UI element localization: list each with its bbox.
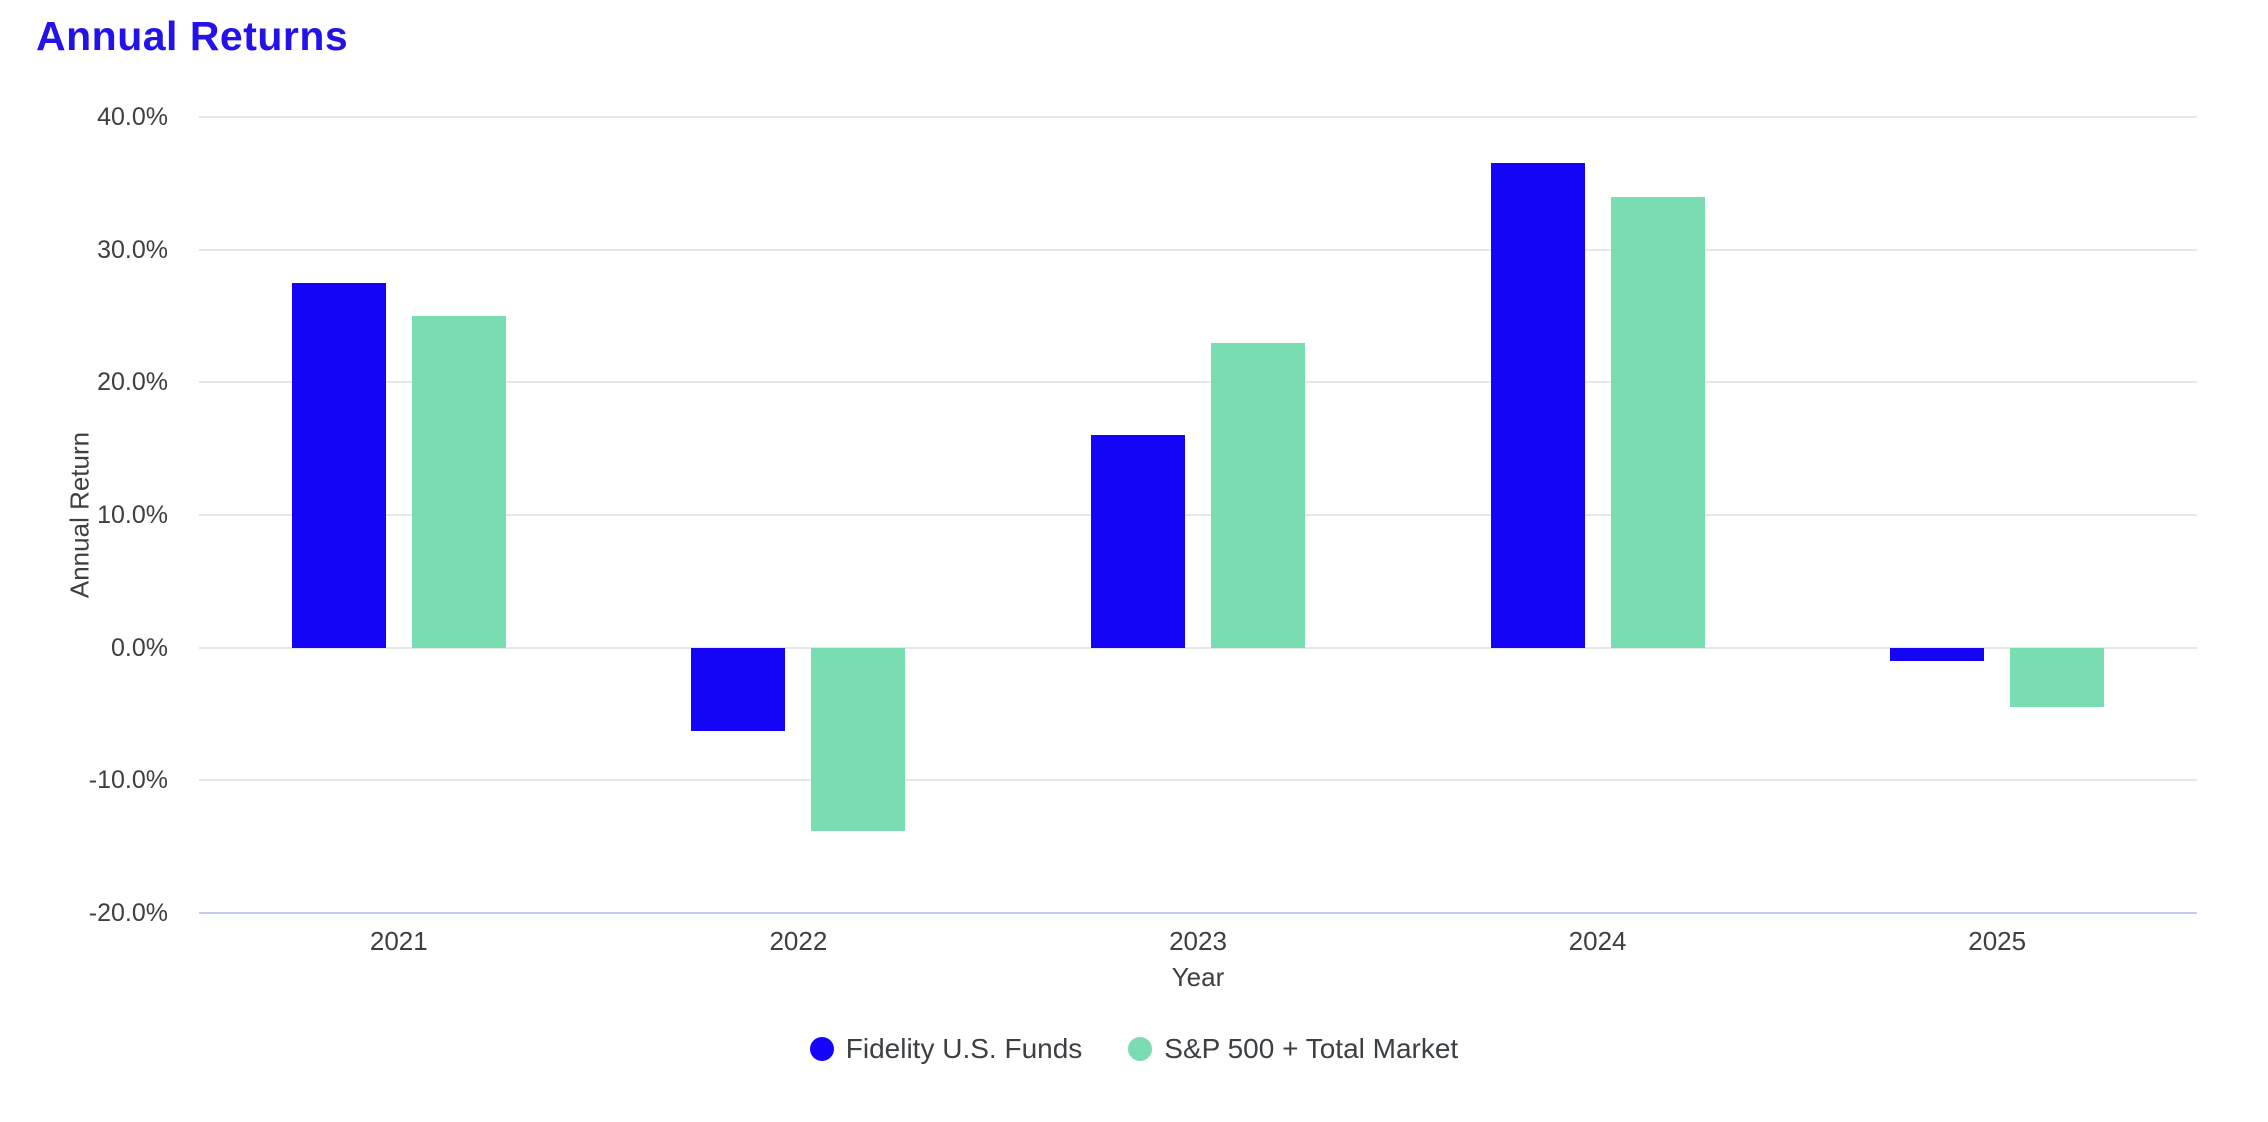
x-tick-label: 2023 <box>1169 926 1227 956</box>
legend-label: S&P 500 + Total Market <box>1164 1033 1459 1064</box>
chart-legend: Fidelity U.S. Funds S&P 500 + Total Marke… <box>0 1033 2268 1065</box>
legend-swatch <box>809 1037 834 1061</box>
y-tick-label: 40.0% <box>97 103 168 131</box>
x-axis-title: Year <box>1171 962 1225 992</box>
gridline <box>199 779 2197 782</box>
bar-2021-series-2[interactable] <box>411 316 506 648</box>
legend-item[interactable]: Fidelity U.S. Funds <box>809 1033 1083 1065</box>
bar-2024-series-1[interactable] <box>1490 163 1585 648</box>
x-axis-line <box>199 912 2197 914</box>
bar-2022-series-1[interactable] <box>691 647 786 732</box>
x-tick-label: 2021 <box>369 926 428 956</box>
bar-2025-series-1[interactable] <box>1890 647 1985 661</box>
x-tick-label: 2024 <box>1568 926 1627 956</box>
bar-2023-series-1[interactable] <box>1091 435 1185 648</box>
y-axis-title: Annual Return <box>64 431 95 599</box>
chart-title: Annual Returns <box>36 13 349 59</box>
bar-2023-series-2[interactable] <box>1211 342 1305 648</box>
y-tick-label: -20.0% <box>88 899 168 927</box>
legend-label: Fidelity U.S. Funds <box>845 1033 1083 1064</box>
x-tick-label: 2022 <box>769 926 828 956</box>
gridline <box>199 116 2197 118</box>
legend-item[interactable]: S&P 500 + Total Market <box>1128 1033 1458 1065</box>
bar-2024-series-2[interactable] <box>1610 196 1705 648</box>
gridline <box>199 381 2197 384</box>
bar-2021-series-1[interactable] <box>291 282 386 648</box>
bar-2025-series-2[interactable] <box>2010 647 2105 708</box>
x-tick-label: 2025 <box>1968 926 2027 956</box>
y-tick-label: 20.0% <box>97 368 168 397</box>
legend-swatch <box>1128 1037 1153 1061</box>
y-tick-label: 10.0% <box>97 501 168 529</box>
y-tick-label: 30.0% <box>97 235 168 264</box>
y-tick-label: 0.0% <box>111 633 168 662</box>
gridline <box>199 248 2197 251</box>
bar-2022-series-2[interactable] <box>811 647 906 831</box>
gridline <box>199 646 2197 649</box>
y-tick-label: -10.0% <box>88 766 168 795</box>
gridline <box>199 514 2197 516</box>
